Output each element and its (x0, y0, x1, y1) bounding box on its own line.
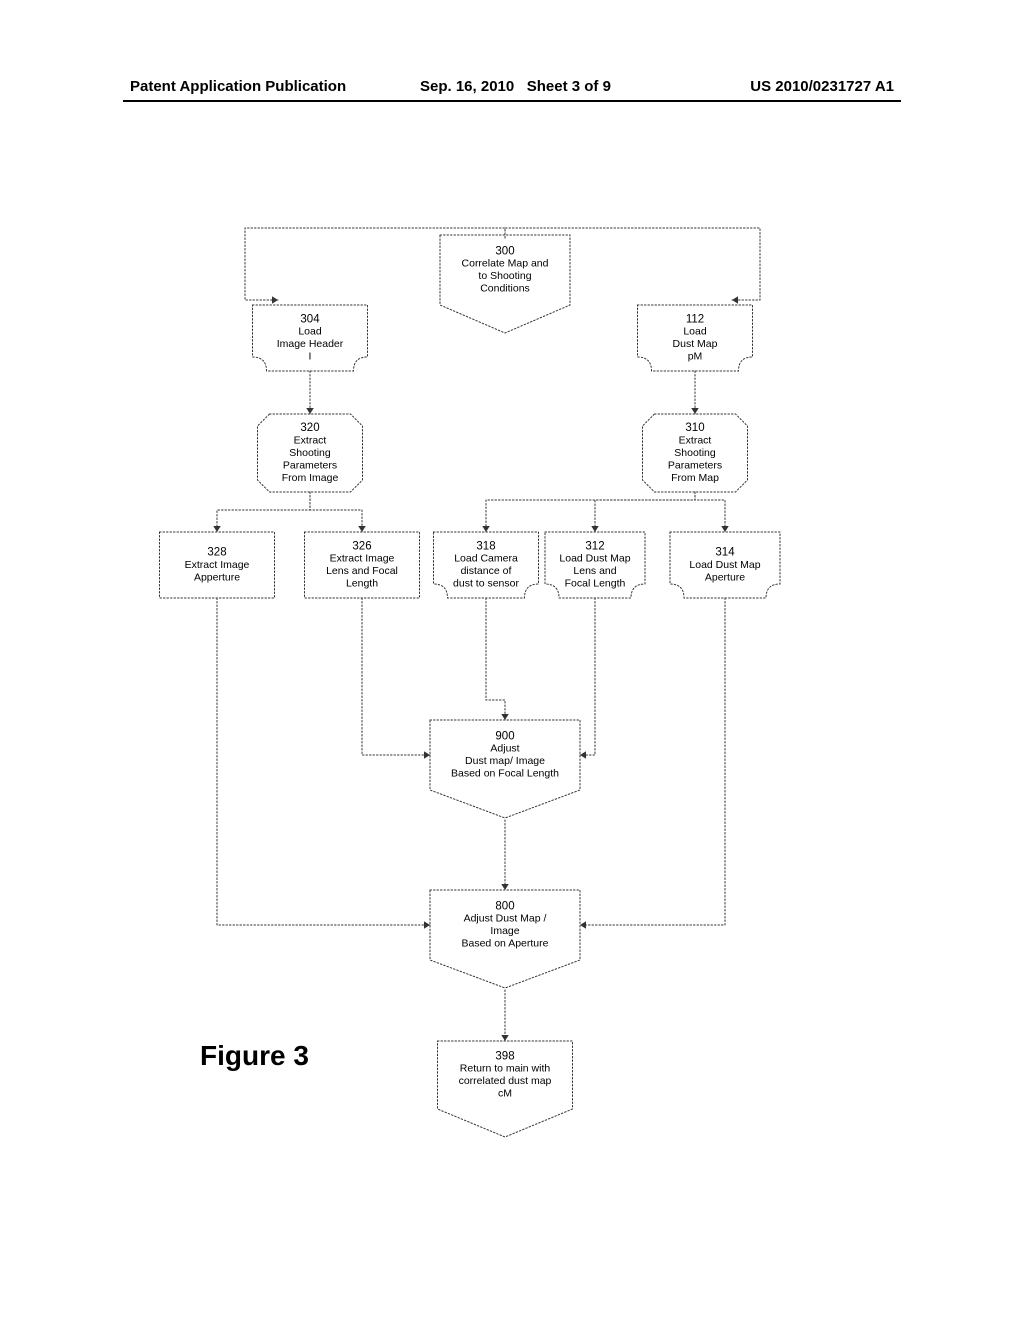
svg-text:Focal Length: Focal Length (565, 578, 626, 590)
svg-text:Image Header: Image Header (277, 338, 344, 350)
svg-text:to Shooting: to Shooting (478, 270, 531, 282)
svg-text:From Image: From Image (282, 472, 339, 484)
svg-text:Correlate Map and: Correlate Map and (462, 258, 549, 270)
svg-text:Based on Focal Length: Based on Focal Length (451, 768, 559, 780)
svg-text:328: 328 (207, 547, 226, 559)
svg-text:326: 326 (352, 540, 371, 552)
svg-text:Extract: Extract (679, 434, 712, 446)
svg-text:pM: pM (688, 351, 703, 363)
svg-text:Extract Image: Extract Image (185, 559, 250, 571)
svg-text:Lens and: Lens and (573, 565, 616, 577)
svg-text:Aperture: Aperture (705, 571, 745, 583)
svg-text:Apperture: Apperture (194, 571, 240, 583)
svg-text:cM: cM (498, 1088, 512, 1100)
svg-text:distance of: distance of (461, 565, 512, 577)
svg-text:112: 112 (686, 313, 704, 325)
svg-text:Load: Load (298, 326, 322, 338)
svg-text:300: 300 (495, 245, 514, 257)
svg-text:I: I (309, 351, 312, 363)
flowchart-canvas: 300Correlate Map andto ShootingCondition… (0, 0, 1024, 1320)
svg-text:Adjust: Adjust (490, 743, 519, 755)
svg-text:398: 398 (495, 1050, 514, 1062)
svg-text:Lens and Focal: Lens and Focal (326, 565, 398, 577)
figure-label: Figure 3 (200, 1040, 309, 1072)
svg-text:Length: Length (346, 578, 378, 590)
svg-text:314: 314 (715, 547, 735, 559)
page: Patent Application Publication Sep. 16, … (0, 0, 1024, 1320)
svg-text:Shooting: Shooting (289, 447, 331, 459)
svg-text:From Map: From Map (671, 472, 719, 484)
svg-text:Conditions: Conditions (480, 283, 530, 295)
svg-text:312: 312 (585, 540, 604, 552)
svg-text:Adjust Dust Map /: Adjust Dust Map / (464, 913, 547, 925)
svg-text:Parameters: Parameters (283, 459, 337, 471)
svg-text:Shooting: Shooting (674, 447, 716, 459)
svg-text:Parameters: Parameters (668, 459, 722, 471)
svg-text:Load Dust Map: Load Dust Map (689, 559, 760, 571)
svg-text:Dust Map: Dust Map (673, 338, 718, 350)
svg-text:Extract: Extract (294, 434, 327, 446)
svg-text:dust to sensor: dust to sensor (453, 578, 519, 590)
svg-text:Dust map/ Image: Dust map/ Image (465, 755, 545, 767)
svg-text:Based on Aperture: Based on Aperture (462, 938, 549, 950)
svg-text:Extract Image: Extract Image (330, 553, 395, 565)
svg-text:800: 800 (495, 900, 514, 912)
svg-text:Image: Image (490, 925, 519, 937)
svg-text:correlated dust map: correlated dust map (459, 1075, 552, 1087)
svg-text:Load Camera: Load Camera (454, 553, 518, 565)
svg-text:Load Dust Map: Load Dust Map (559, 553, 630, 565)
svg-text:310: 310 (685, 422, 704, 434)
svg-text:Load: Load (683, 326, 707, 338)
svg-text:320: 320 (300, 422, 319, 434)
svg-text:900: 900 (495, 730, 514, 742)
svg-text:304: 304 (300, 313, 320, 325)
svg-text:318: 318 (476, 540, 495, 552)
svg-text:Return to main with: Return to main with (460, 1063, 551, 1075)
